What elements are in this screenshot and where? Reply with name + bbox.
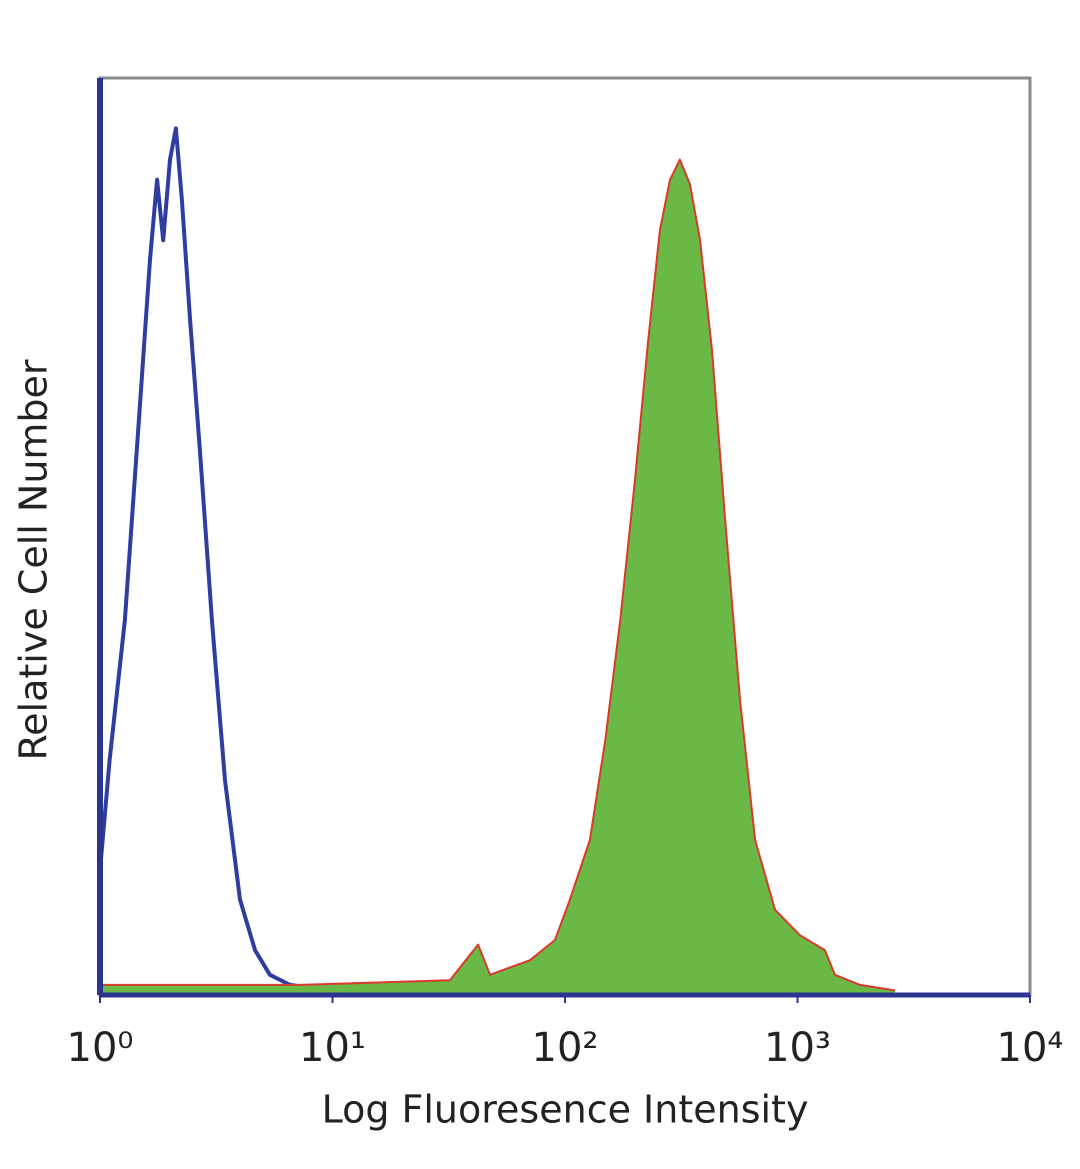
x-tick-label: 10³ <box>764 1025 831 1071</box>
histogram-line <box>98 126 352 997</box>
x-tick-label: 10¹ <box>299 1025 366 1071</box>
x-tick-label: 10⁰ <box>67 1025 134 1071</box>
x-tick-label: 10² <box>532 1025 599 1071</box>
x-axis-label: Log Fluoresence Intensity <box>322 1088 809 1132</box>
histogram-area <box>100 159 895 996</box>
histogram-line <box>100 158 896 992</box>
plot-frame <box>98 76 1032 997</box>
y-axis-label: Relative Cell Number <box>12 359 56 760</box>
x-tick-label: 10⁴ <box>997 1025 1064 1071</box>
